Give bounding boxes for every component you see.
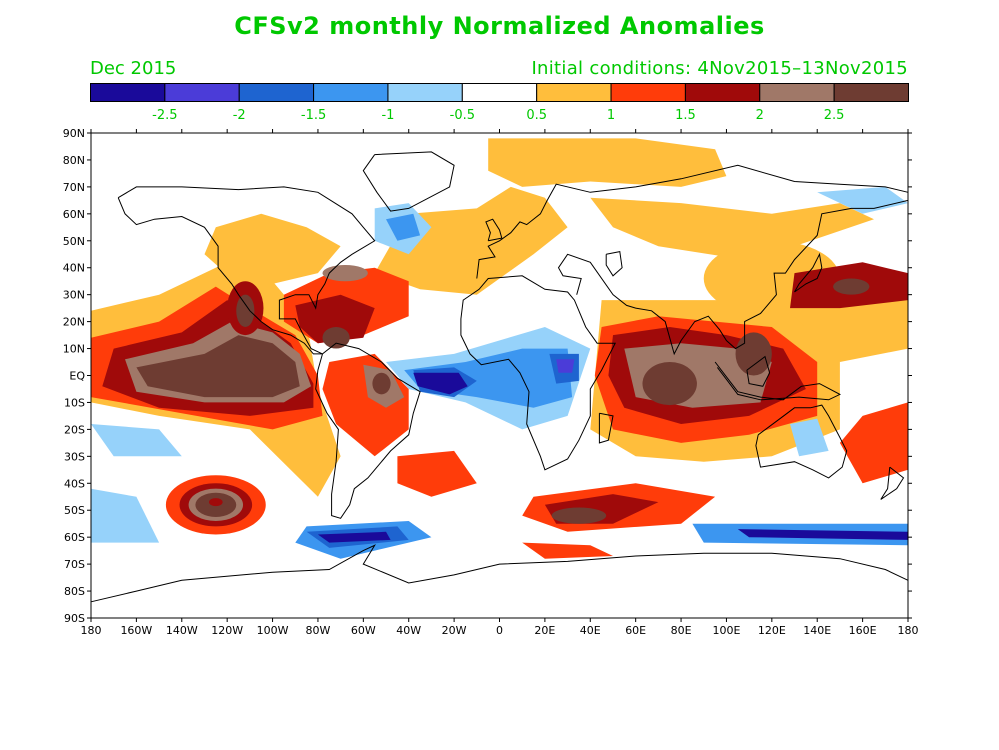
cold-anomaly-gulf-of-guinea (413, 372, 468, 395)
coast-japan (794, 252, 823, 293)
coast-australia (755, 404, 848, 479)
lat-label: EQ (69, 370, 85, 383)
warm-anomaly-southern-indian-core (551, 507, 607, 524)
coast-eurasia (476, 164, 909, 279)
warm-anomaly-south-pacific-ring-hole (209, 498, 223, 507)
warm-anomaly-amazon-core (372, 372, 391, 395)
legend-tick-label: -2.5 (152, 108, 177, 123)
cold-anomaly-south-indian-25 (737, 529, 908, 540)
lon-label: 0 (496, 624, 503, 637)
lat-label: 90N (63, 127, 85, 140)
coastlines (90, 151, 909, 603)
lat-label: 50N (63, 235, 85, 248)
lon-label: 40W (396, 624, 421, 637)
cold-anomaly-labrador-1 (386, 213, 421, 241)
warm-anomaly-nino-25 (136, 335, 300, 398)
cold-anomaly-tropical-atlantic-1 (404, 348, 573, 408)
lat-label: 70N (63, 181, 85, 194)
warm-anomaly-kuroshio-core (833, 278, 870, 295)
warm-anomaly-indian-ocean-core (642, 362, 697, 406)
lat-label: 40N (63, 262, 85, 275)
legend-tick-label: 2 (756, 108, 764, 123)
legend-tick-label: -2 (233, 108, 246, 123)
warm-anomaly-arctic (488, 138, 727, 187)
warm-anomaly-caribbean-core (322, 327, 350, 349)
lon-label: 180 (898, 624, 919, 637)
lat-label: 60S (64, 531, 85, 544)
lat-label: 20S (64, 423, 85, 436)
lat-label: 50S (64, 504, 85, 517)
coast-caspian (605, 251, 623, 277)
lon-label: 60W (351, 624, 376, 637)
lat-label: 20N (63, 316, 85, 329)
color-legend: -2.5 -2 -1.5 -1 -0.5 0.5 1 1.5 2 2.5 (90, 83, 909, 123)
anomaly-field (91, 138, 908, 559)
lat-label: 90S (64, 612, 85, 625)
lat-label: 80S (64, 585, 85, 598)
lon-label: 140W (166, 624, 198, 637)
legend-tick-label: -1.5 (301, 108, 326, 123)
coast-africa (460, 275, 617, 471)
coast-antarctica (90, 544, 909, 603)
map-title: CFSv2 monthly Normalized Anomalies (234, 12, 765, 40)
lon-label: 60E (625, 624, 646, 637)
warm-anomaly-south-atlantic (397, 450, 477, 497)
warm-anomaly-north-atlantic (374, 186, 568, 295)
coast-indonesia (714, 361, 842, 401)
initial-conditions: Initial conditions: 4Nov2015–13Nov2015 (531, 58, 908, 79)
coast-south-america (315, 342, 421, 519)
lon-label: 140E (803, 624, 831, 637)
legend-tick-label: -0.5 (450, 108, 475, 123)
lon-label: 100W (257, 624, 289, 637)
warm-anomaly-antarctic-coast (522, 542, 613, 559)
lat-label: 70S (64, 558, 85, 571)
lon-label: 40E (580, 624, 601, 637)
legend-tick-label: 2.5 (824, 108, 845, 123)
lat-label: 10N (63, 343, 85, 356)
coast-greenland (362, 151, 455, 212)
lat-label: 30S (64, 450, 85, 463)
lon-label: 160E (849, 624, 877, 637)
lat-label: 30N (63, 289, 85, 302)
coast-borneo (746, 355, 771, 387)
lat-label: 80N (63, 154, 85, 167)
legend-tick-label: -1 (381, 108, 394, 123)
cold-anomaly-drake-25 (317, 531, 391, 543)
coast-madagascar (598, 412, 614, 444)
legend-swatch (833, 83, 909, 102)
warm-anomaly-north-america (204, 213, 341, 284)
warm-anomaly-siberia (590, 197, 874, 257)
coast-new-zealand (880, 466, 905, 500)
lon-label: 100E (712, 624, 740, 637)
warm-anomaly-sw-pacific (839, 402, 908, 484)
coast-north-america (117, 186, 376, 355)
warm-anomaly-baja-core (236, 294, 255, 328)
cold-anomaly-african-horn (556, 359, 575, 373)
lon-label: 20W (442, 624, 467, 637)
coast-asia-south (557, 199, 909, 356)
legend-tick-label: 1.5 (675, 108, 696, 123)
lat-label: 60N (63, 208, 85, 221)
lon-label: 80E (671, 624, 692, 637)
lon-label: 120W (211, 624, 243, 637)
warm-anomaly-maritime-core (735, 332, 772, 376)
lon-label: 160W (120, 624, 152, 637)
lat-label: 10S (64, 396, 85, 409)
lat-label: 40S (64, 477, 85, 490)
lon-label: 20E (534, 624, 555, 637)
legend-tick-label: 0.5 (526, 108, 547, 123)
cold-anomaly-australia (790, 418, 829, 457)
valid-month: Dec 2015 (90, 58, 177, 79)
cold-anomaly-southeast-pacific (91, 488, 160, 543)
lon-label: 80W (306, 624, 331, 637)
coast-uk (485, 218, 503, 242)
legend-tick-label: 1 (607, 108, 615, 123)
cold-anomaly-north-pacific (91, 424, 182, 457)
cold-anomaly-alaska (817, 186, 908, 214)
lon-label: 180 (81, 624, 102, 637)
lon-label: 120E (758, 624, 786, 637)
